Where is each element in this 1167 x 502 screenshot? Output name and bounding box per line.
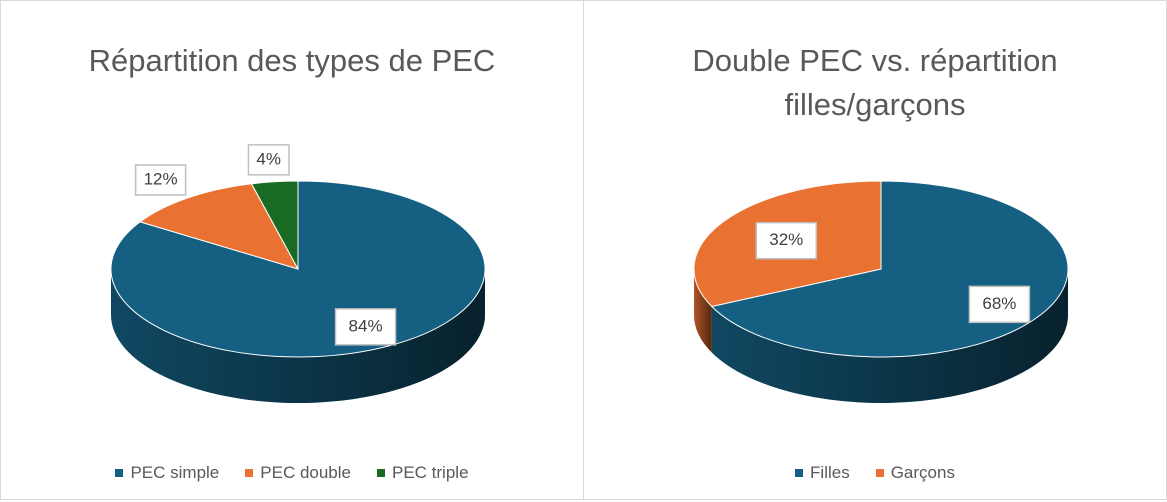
chart-title: Double PEC vs. répartition filles/garçon… — [692, 43, 1058, 122]
chart-panel: 84% 12% 4% Répartition des types de PEC PE… — [0, 0, 584, 500]
legend-item: PEC double — [245, 463, 351, 483]
data-label: 12% — [144, 169, 178, 188]
data-label-box — [334, 308, 397, 346]
chart: 68% 32% — [693, 180, 1069, 404]
legend-swatch — [245, 469, 254, 477]
legend-label: PEC simple — [130, 463, 220, 482]
legend-swatch — [377, 469, 385, 477]
legend-swatch — [875, 469, 884, 477]
slice-side-shade — [111, 269, 485, 403]
slice — [139, 183, 300, 270]
legend-item: Filles — [795, 463, 850, 483]
legend-label: Garçons — [890, 463, 955, 482]
chart-title: Répartition des types de PEC — [88, 43, 496, 78]
data-label: 68% — [982, 294, 1016, 313]
legend-item: PEC simple — [115, 463, 219, 483]
chart-panel: 68% 32% Double PEC vs. répartition filles… — [583, 0, 1167, 500]
legend-label: Filles — [810, 463, 850, 482]
legend-label: PEC triple — [392, 463, 469, 482]
data-label-box — [968, 285, 1031, 324]
data-label: 4% — [256, 149, 281, 168]
slice — [250, 180, 299, 270]
chart: 84% 12% 4% — [110, 144, 486, 403]
slice-side-shade — [694, 269, 712, 353]
slice-side-shade — [711, 269, 1068, 404]
legend-label: PEC double — [260, 463, 351, 482]
legend-item: Garçons — [875, 463, 955, 483]
legend: PEC simple PEC double PEC triple — [1, 463, 583, 483]
legend-swatch — [795, 469, 804, 477]
data-label-box — [247, 144, 290, 176]
legend-swatch — [115, 469, 124, 477]
data-label-box — [755, 221, 818, 260]
legend: Filles Garçons — [584, 463, 1166, 483]
data-label: 32% — [769, 230, 803, 249]
legend-item: PEC triple — [377, 463, 469, 483]
data-label: 84% — [349, 316, 383, 335]
data-label-box — [134, 164, 187, 196]
